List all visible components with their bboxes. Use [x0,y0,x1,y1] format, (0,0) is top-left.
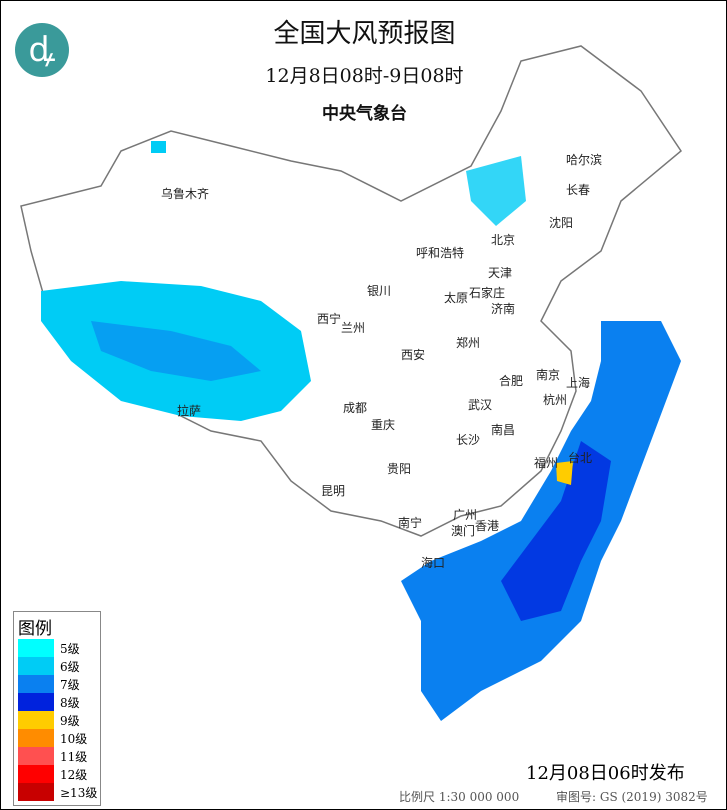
city-label: 南昌 [491,423,516,437]
legend-item: 12级 [14,765,100,783]
cma-logo: ꝱ [15,23,69,77]
city-label: 天津 [488,266,513,280]
city-label: 西宁 [317,312,342,326]
wind-area-sea-8 [501,441,611,621]
city-label: 南京 [536,368,561,382]
city-label: 台北 [568,451,593,465]
city-label: 乌鲁木齐 [161,187,210,201]
city-label: 香港 [475,519,500,533]
legend-label: 7级 [60,677,80,692]
legend-label: 10级 [60,731,88,746]
legend-swatch [18,657,54,675]
city-label: 兰州 [341,321,366,335]
wind-area-sea-7 [401,321,681,721]
city-label: 海口 [421,556,446,570]
legend-swatch [18,783,54,801]
city-label: 济南 [491,302,516,316]
city-label: 昆明 [321,484,346,498]
legend-item: 10级 [14,729,100,747]
legend-swatch [18,711,54,729]
city-label: 北京 [491,233,516,247]
city-label: 沈阳 [549,216,574,230]
organization: 中央气象台 [322,104,407,124]
legend-label: 9级 [60,713,80,728]
legend-item: 7级 [14,675,100,693]
legend-item: ≥13级 [14,783,100,801]
legend-label: ≥13级 [60,785,98,800]
city-label: 太原 [444,291,469,305]
city-label: 贵阳 [387,462,412,476]
city-label: 南宁 [398,516,423,530]
city-label: 哈尔滨 [566,153,603,167]
city-label: 拉萨 [177,404,202,418]
wind-area-northeast [466,156,526,226]
city-label: 郑州 [456,336,481,350]
legend-item: 6级 [14,657,100,675]
legend-label: 8级 [60,695,80,710]
city-label: 杭州 [543,393,568,407]
legend-label: 12级 [60,767,88,782]
city-label: 广州 [453,508,478,522]
review-number: 审图号: GS (2019) 3082号 [556,790,708,804]
legend-swatch [18,693,54,711]
city-label: 澳门 [451,524,476,538]
map-title: 全国大风预报图 [273,19,456,49]
city-label: 石家庄 [469,286,506,300]
wind-area-9 [556,461,573,485]
legend: 图例 5级 6级 7级 8级 9级 10级 11级 12级 ≥13级 [13,611,101,806]
city-label: 西安 [401,348,426,362]
city-label: 长沙 [456,433,481,447]
legend-label: 11级 [60,749,88,764]
issue-time: 12月08日06时发布 [526,763,685,784]
city-label: 上海 [566,376,591,390]
wind-area-tibet-7 [91,321,261,381]
legend-item: 8级 [14,693,100,711]
legend-title: 图例 [18,619,52,639]
legend-item: 11级 [14,747,100,765]
city-label: 武汉 [468,398,493,412]
scale: 比例尺 1:30 000 000 [399,790,520,804]
legend-swatch [18,765,54,783]
city-label: 长春 [566,183,591,197]
wind-area-xinjiang [151,141,166,153]
legend-item: 5级 [14,639,100,657]
city-label: 成都 [343,401,368,415]
city-label: 银川 [367,284,392,298]
city-label: 呼和浩特 [416,246,465,260]
city-label: 重庆 [371,418,396,432]
city-label: 合肥 [499,374,524,388]
legend-label: 6级 [60,659,80,674]
legend-item: 9级 [14,711,100,729]
legend-swatch [18,729,54,747]
legend-swatch [18,747,54,765]
legend-swatch [18,675,54,693]
legend-label: 5级 [60,641,80,656]
forecast-period: 12月8日08时-9日08时 [265,65,464,87]
legend-swatch [18,639,54,657]
city-label: 福州 [534,456,559,470]
